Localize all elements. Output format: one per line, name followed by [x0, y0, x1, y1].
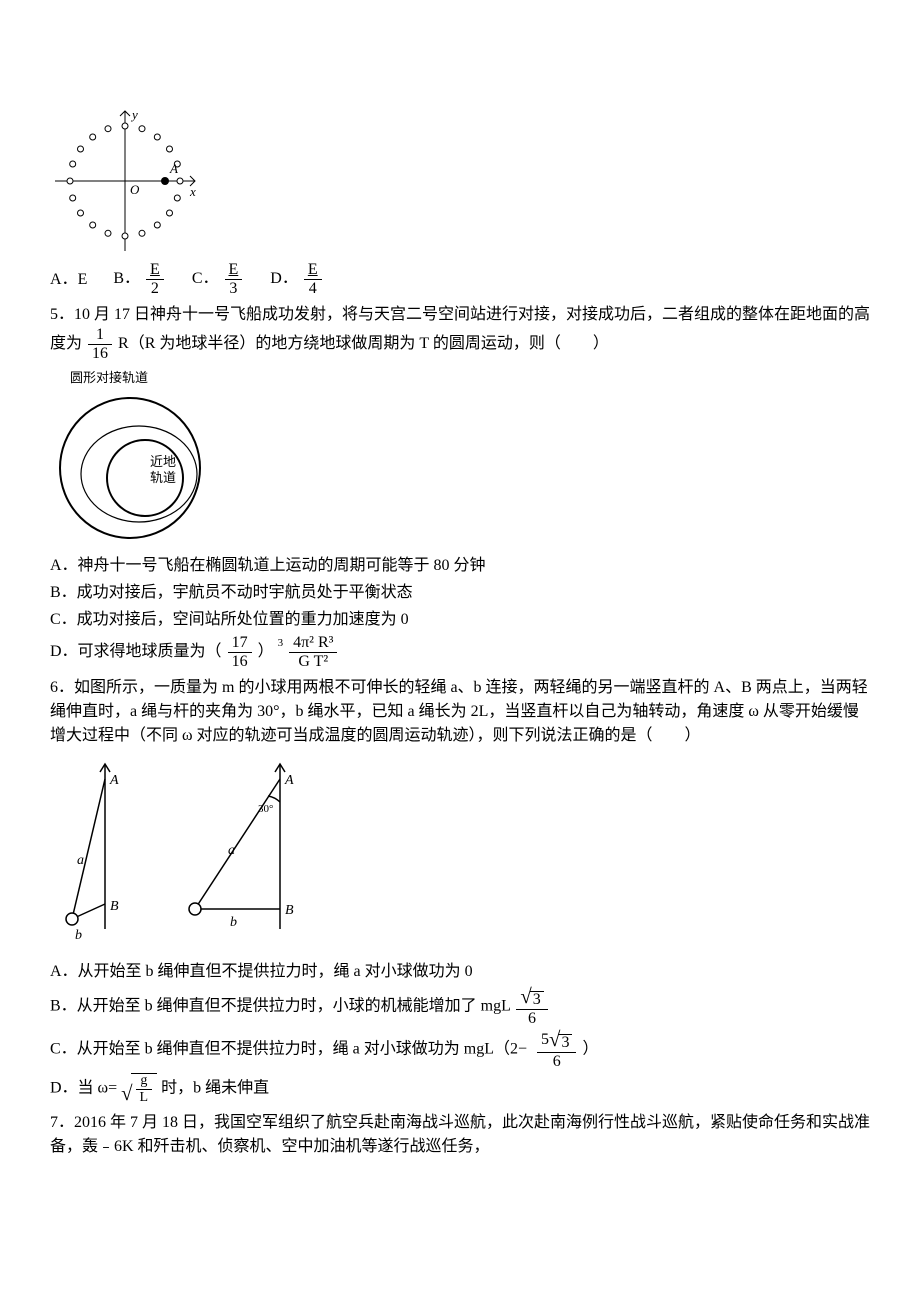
q6-opt-D: D．当 ω= g L 时，b 绳未伸直 — [50, 1073, 870, 1105]
q4-opt-D-num: E — [304, 262, 322, 280]
q6-opt-C-prefix: C．从开始至 b 绳伸直但不提供拉力时，绳 a 对小球做功为 mgL（2− — [50, 1040, 527, 1057]
q6-opt-D-sqrt: g L — [121, 1073, 157, 1105]
q6-l-a: a — [77, 853, 84, 868]
q6-figure: A B a b A B a b 30° — [50, 754, 870, 954]
q6-opt-B-frac: 3 6 — [516, 987, 547, 1027]
q5-opt-A: A．神舟十一号飞船在椭圆轨道上运动的周期可能等于 80 分钟 — [50, 554, 870, 578]
q4-opt-B: B． E 2 — [113, 262, 165, 297]
q5-opt-D-frac2: 4π² R³ G T² — [289, 635, 337, 670]
q4-opt-B-frac: E 2 — [146, 262, 164, 297]
q5-opt-D-frac1-num: 17 — [228, 635, 252, 653]
q6-stem: 6．如图所示，一质量为 m 的小球用两根不可伸长的轻绳 a、b 连接，两轻绳的另… — [50, 676, 870, 748]
q6-opt-A: A．从开始至 b 绳伸直但不提供拉力时，绳 a 对小球做功为 0 — [50, 960, 870, 984]
q4-opt-D-den: 4 — [304, 280, 322, 297]
q5-opt-D-exp: 3 — [278, 637, 284, 649]
q5-frac-1-16-den: 16 — [88, 345, 112, 362]
q4-opt-D-frac: E 4 — [304, 262, 322, 297]
q4-opt-A: A．E — [50, 268, 87, 292]
q6-r-b: b — [230, 915, 237, 930]
q6-opt-D-suffix: 时，b 绳未伸直 — [161, 1079, 269, 1096]
q5-stem-2: R（R 为地球半径）的地方绕地球做周期为 T 的圆周运动，则（ ） — [118, 335, 609, 352]
q5-opt-D: D．可求得地球质量为（ 17 16 ） 3 4π² R³ G T² — [50, 635, 870, 670]
q5-opt-D-frac2-den: G T² — [289, 653, 337, 670]
q4-opt-D-letter: D． — [270, 270, 298, 287]
q6-opt-D-sqrt-num: g — [136, 1074, 153, 1090]
q6-opt-C: C．从开始至 b 绳伸直但不提供拉力时，绳 a 对小球做功为 mgL（2− 53… — [50, 1030, 870, 1070]
q5-opt-D-frac1: 17 16 — [228, 635, 252, 670]
q5-frac-1-16: 1 16 — [88, 327, 112, 362]
q5-figure: 圆形对接轨道 近地 轨道 — [50, 368, 870, 548]
q7-stem: 7．2016 年 7 月 18 日，我国空军组织了航空兵赴南海战斗巡航，此次赴南… — [50, 1111, 870, 1159]
q4-opt-A-letter: A． — [50, 271, 78, 288]
q6-opt-C-den: 6 — [537, 1053, 576, 1070]
q4-label-y: y — [130, 107, 138, 122]
q6-opt-D-prefix: D．当 ω= — [50, 1079, 117, 1096]
q5-opt-C: C．成功对接后，空间站所处位置的重力加速度为 0 — [50, 608, 870, 632]
q4-label-O: O — [130, 182, 140, 197]
q6-opt-D-sqrt-den: L — [136, 1090, 153, 1105]
q6-opt-C-suffix: ） — [582, 1040, 598, 1057]
q6-opt-B-prefix: B．从开始至 b 绳伸直但不提供拉力时，小球的机械能增加了 mgL — [50, 998, 510, 1015]
q5-opt-D-frac2-num: 4π² R³ — [289, 635, 337, 653]
q6-r-angle: 30° — [258, 803, 273, 815]
q4-opt-A-val: E — [78, 271, 88, 288]
q4-opt-C-frac: E 3 — [225, 262, 243, 297]
q4-opt-C: C． E 3 — [192, 262, 244, 297]
q6-r-a: a — [228, 843, 235, 858]
q5-frac-1-16-num: 1 — [88, 327, 112, 345]
q5-stem: 5．10 月 17 日神舟十一号飞船成功发射，将与天宫二号空间站进行对接，对接成… — [50, 303, 870, 362]
q6-l-A: A — [109, 773, 119, 788]
q5-opt-B: B．成功对接后，宇航员不动时宇航员处于平衡状态 — [50, 581, 870, 605]
q6-opt-C-frac: 53 6 — [537, 1030, 576, 1070]
q6-r-A: A — [284, 773, 294, 788]
q5-opt-D-mid: ） — [258, 643, 274, 660]
q4-opt-B-den: 2 — [146, 280, 164, 297]
q5-label-inner-2: 轨道 — [150, 470, 176, 485]
q4-label-x: x — [189, 184, 196, 199]
q5-label-outer: 圆形对接轨道 — [70, 370, 148, 385]
q4-opt-D: D． E 4 — [270, 262, 323, 297]
q6-opt-B: B．从开始至 b 绳伸直但不提供拉力时，小球的机械能增加了 mgL 3 6 — [50, 987, 870, 1027]
q6-opt-B-den: 6 — [516, 1010, 547, 1027]
q4-opt-C-num: E — [225, 262, 243, 280]
q6-opt-B-num: 3 — [516, 987, 547, 1010]
q5-opt-D-prefix: D．可求得地球质量为（ — [50, 643, 222, 660]
q4-opt-B-num: E — [146, 262, 164, 280]
q6-opt-C-num: 53 — [537, 1030, 576, 1053]
q6-r-B: B — [285, 903, 294, 918]
q4-opt-B-letter: B． — [113, 270, 140, 287]
q5-opt-D-frac1-den: 16 — [228, 653, 252, 670]
q4-label-A: A — [169, 161, 178, 176]
q5-label-inner-1: 近地 — [150, 454, 176, 469]
q4-opt-C-den: 3 — [225, 280, 243, 297]
q6-l-B: B — [110, 899, 119, 914]
q4-options-row: A．E B． E 2 C． E 3 D． E 4 — [50, 262, 870, 297]
q6-l-b: b — [75, 928, 82, 943]
q4-figure: A O x y — [50, 106, 870, 256]
q4-opt-C-letter: C． — [192, 270, 219, 287]
